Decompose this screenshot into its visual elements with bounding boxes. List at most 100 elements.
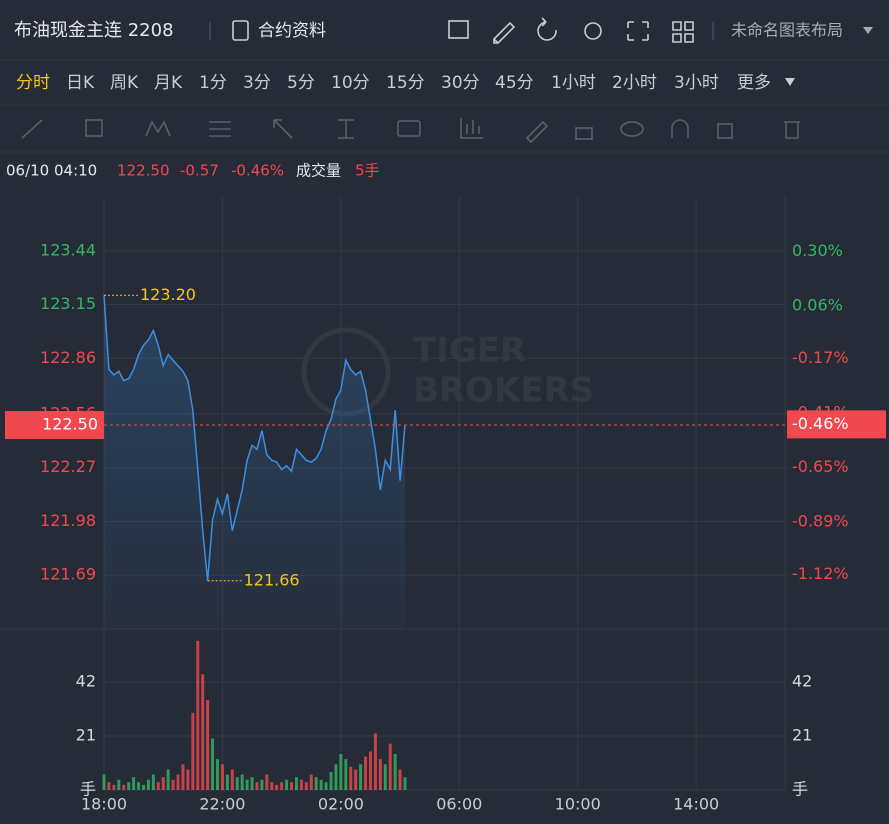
delete-tool[interactable] xyxy=(784,121,800,139)
info-time: 06/10 04:10 xyxy=(6,162,97,180)
volume-bar xyxy=(368,751,372,790)
volume-bar xyxy=(344,759,348,790)
low-label: 121.66 xyxy=(244,570,300,589)
fib-tool[interactable] xyxy=(209,121,231,137)
doc-icon[interactable] xyxy=(232,20,249,41)
info-price: 122.50 xyxy=(117,162,170,180)
period-tab[interactable]: 45分 xyxy=(495,73,534,93)
period-tab[interactable]: 30分 xyxy=(441,73,480,93)
layout-icon[interactable] xyxy=(672,21,694,43)
period-tab[interactable]: 分时 xyxy=(16,73,50,93)
volume-bar xyxy=(220,764,224,790)
period-tab[interactable]: 1分 xyxy=(199,73,227,93)
volume-bar xyxy=(235,777,239,790)
copy-tool[interactable] xyxy=(717,123,733,139)
volume-bar xyxy=(314,777,318,790)
x-tick-label: 02:00 xyxy=(318,795,364,814)
volume-bar xyxy=(230,769,234,790)
volume-bar xyxy=(201,674,205,790)
volume-tick-label: 42 xyxy=(792,671,812,690)
lock-tool[interactable] xyxy=(575,127,593,140)
period-tab[interactable]: 月K xyxy=(154,73,183,93)
y2-tick-label: -0.65% xyxy=(792,457,849,476)
volume-bar xyxy=(304,782,308,790)
volume-bar xyxy=(393,753,397,790)
volume-bar xyxy=(117,779,121,790)
pattern-tool[interactable] xyxy=(145,120,171,137)
volume-bar xyxy=(211,738,215,790)
info-volume-label: 成交量 xyxy=(296,162,341,180)
volume-tick-label: 21 xyxy=(792,725,812,744)
volume-bar xyxy=(186,769,190,790)
y2-tick-label: -0.17% xyxy=(792,348,849,367)
trendline-tool[interactable] xyxy=(21,119,43,139)
undo-icon[interactable] xyxy=(537,17,557,41)
magnet-tool[interactable] xyxy=(671,119,689,138)
fullscreen-icon[interactable] xyxy=(627,21,649,41)
volume-bar xyxy=(102,774,106,790)
volume-bar xyxy=(250,777,254,790)
volume-bar xyxy=(127,782,131,790)
price-line xyxy=(103,295,406,581)
current-pct-tag xyxy=(787,410,886,439)
text-tool[interactable] xyxy=(338,119,354,139)
volume-bar xyxy=(206,699,210,790)
y-tick-label: 121.98 xyxy=(40,511,96,530)
y-tick-label: 123.15 xyxy=(40,294,96,313)
symbol-title[interactable]: 布油现金主连 2208 xyxy=(14,20,174,41)
brush-tool[interactable] xyxy=(525,120,549,144)
settings-icon[interactable] xyxy=(584,22,602,40)
period-tab[interactable]: 2小时 xyxy=(612,73,657,93)
arrow-tool[interactable] xyxy=(273,119,293,139)
period-tab[interactable]: 15分 xyxy=(386,73,425,93)
header-bar xyxy=(0,0,889,60)
period-tab[interactable]: 3分 xyxy=(243,73,271,93)
volume-tick-label: 21 xyxy=(76,725,96,744)
chart-icon[interactable] xyxy=(448,20,469,39)
volume-bar xyxy=(364,756,368,790)
drawing-toolbar xyxy=(21,118,800,144)
volume-bar xyxy=(334,764,338,790)
watermark: TIGER xyxy=(413,331,526,371)
y2-tick-label: 0.06% xyxy=(792,296,843,315)
volume-bar xyxy=(339,753,343,790)
rect-tool[interactable] xyxy=(85,119,103,137)
volume-bar xyxy=(137,782,141,790)
volume-bar xyxy=(191,712,195,790)
period-tab[interactable]: 5分 xyxy=(287,73,315,93)
eye-tool[interactable] xyxy=(620,121,644,137)
period-tabs: 分时 日K 周K 月K 1分 3分 5分 10分 15分 30分 45分 1小时 2小时 3小时 更多 xyxy=(16,73,771,93)
period-tab[interactable]: 周K xyxy=(110,73,139,93)
layout-name[interactable]: 未命名图表布局 xyxy=(731,21,843,40)
period-tab[interactable]: 日K xyxy=(66,73,95,93)
volume-bar xyxy=(265,774,269,790)
y-tick-label: 122.86 xyxy=(40,348,96,367)
x-tick-label: 14:00 xyxy=(673,795,719,814)
period-tab[interactable]: 3小时 xyxy=(674,73,719,93)
y-tick-label: 121.69 xyxy=(40,565,96,584)
volume-bar xyxy=(309,774,313,790)
x-tick-label: 06:00 xyxy=(436,795,482,814)
volume-bar xyxy=(176,774,180,790)
measure-tool[interactable] xyxy=(460,118,483,139)
volume-bar xyxy=(294,777,298,790)
period-tab[interactable]: 10分 xyxy=(331,73,370,93)
period-tab[interactable]: 更多 xyxy=(737,73,771,93)
volume-bar xyxy=(166,769,170,790)
volume-bar xyxy=(388,743,392,790)
volume-bar xyxy=(216,759,219,790)
y-tick-label: 122.27 xyxy=(40,457,96,476)
volume-bar xyxy=(146,779,150,790)
period-tab[interactable]: 1小时 xyxy=(551,73,596,93)
volume-bar xyxy=(122,784,126,790)
contract-info[interactable]: 合约资料 xyxy=(258,21,326,41)
volume-bar xyxy=(349,766,353,790)
high-label: 123.20 xyxy=(140,285,196,304)
volume-bar xyxy=(403,777,407,790)
info-volume: 5手 xyxy=(355,162,380,180)
edit-icon[interactable] xyxy=(492,21,516,45)
label-tool[interactable] xyxy=(397,120,421,137)
current-pct-label: -0.46% xyxy=(792,414,849,433)
volume-bar xyxy=(156,782,160,790)
